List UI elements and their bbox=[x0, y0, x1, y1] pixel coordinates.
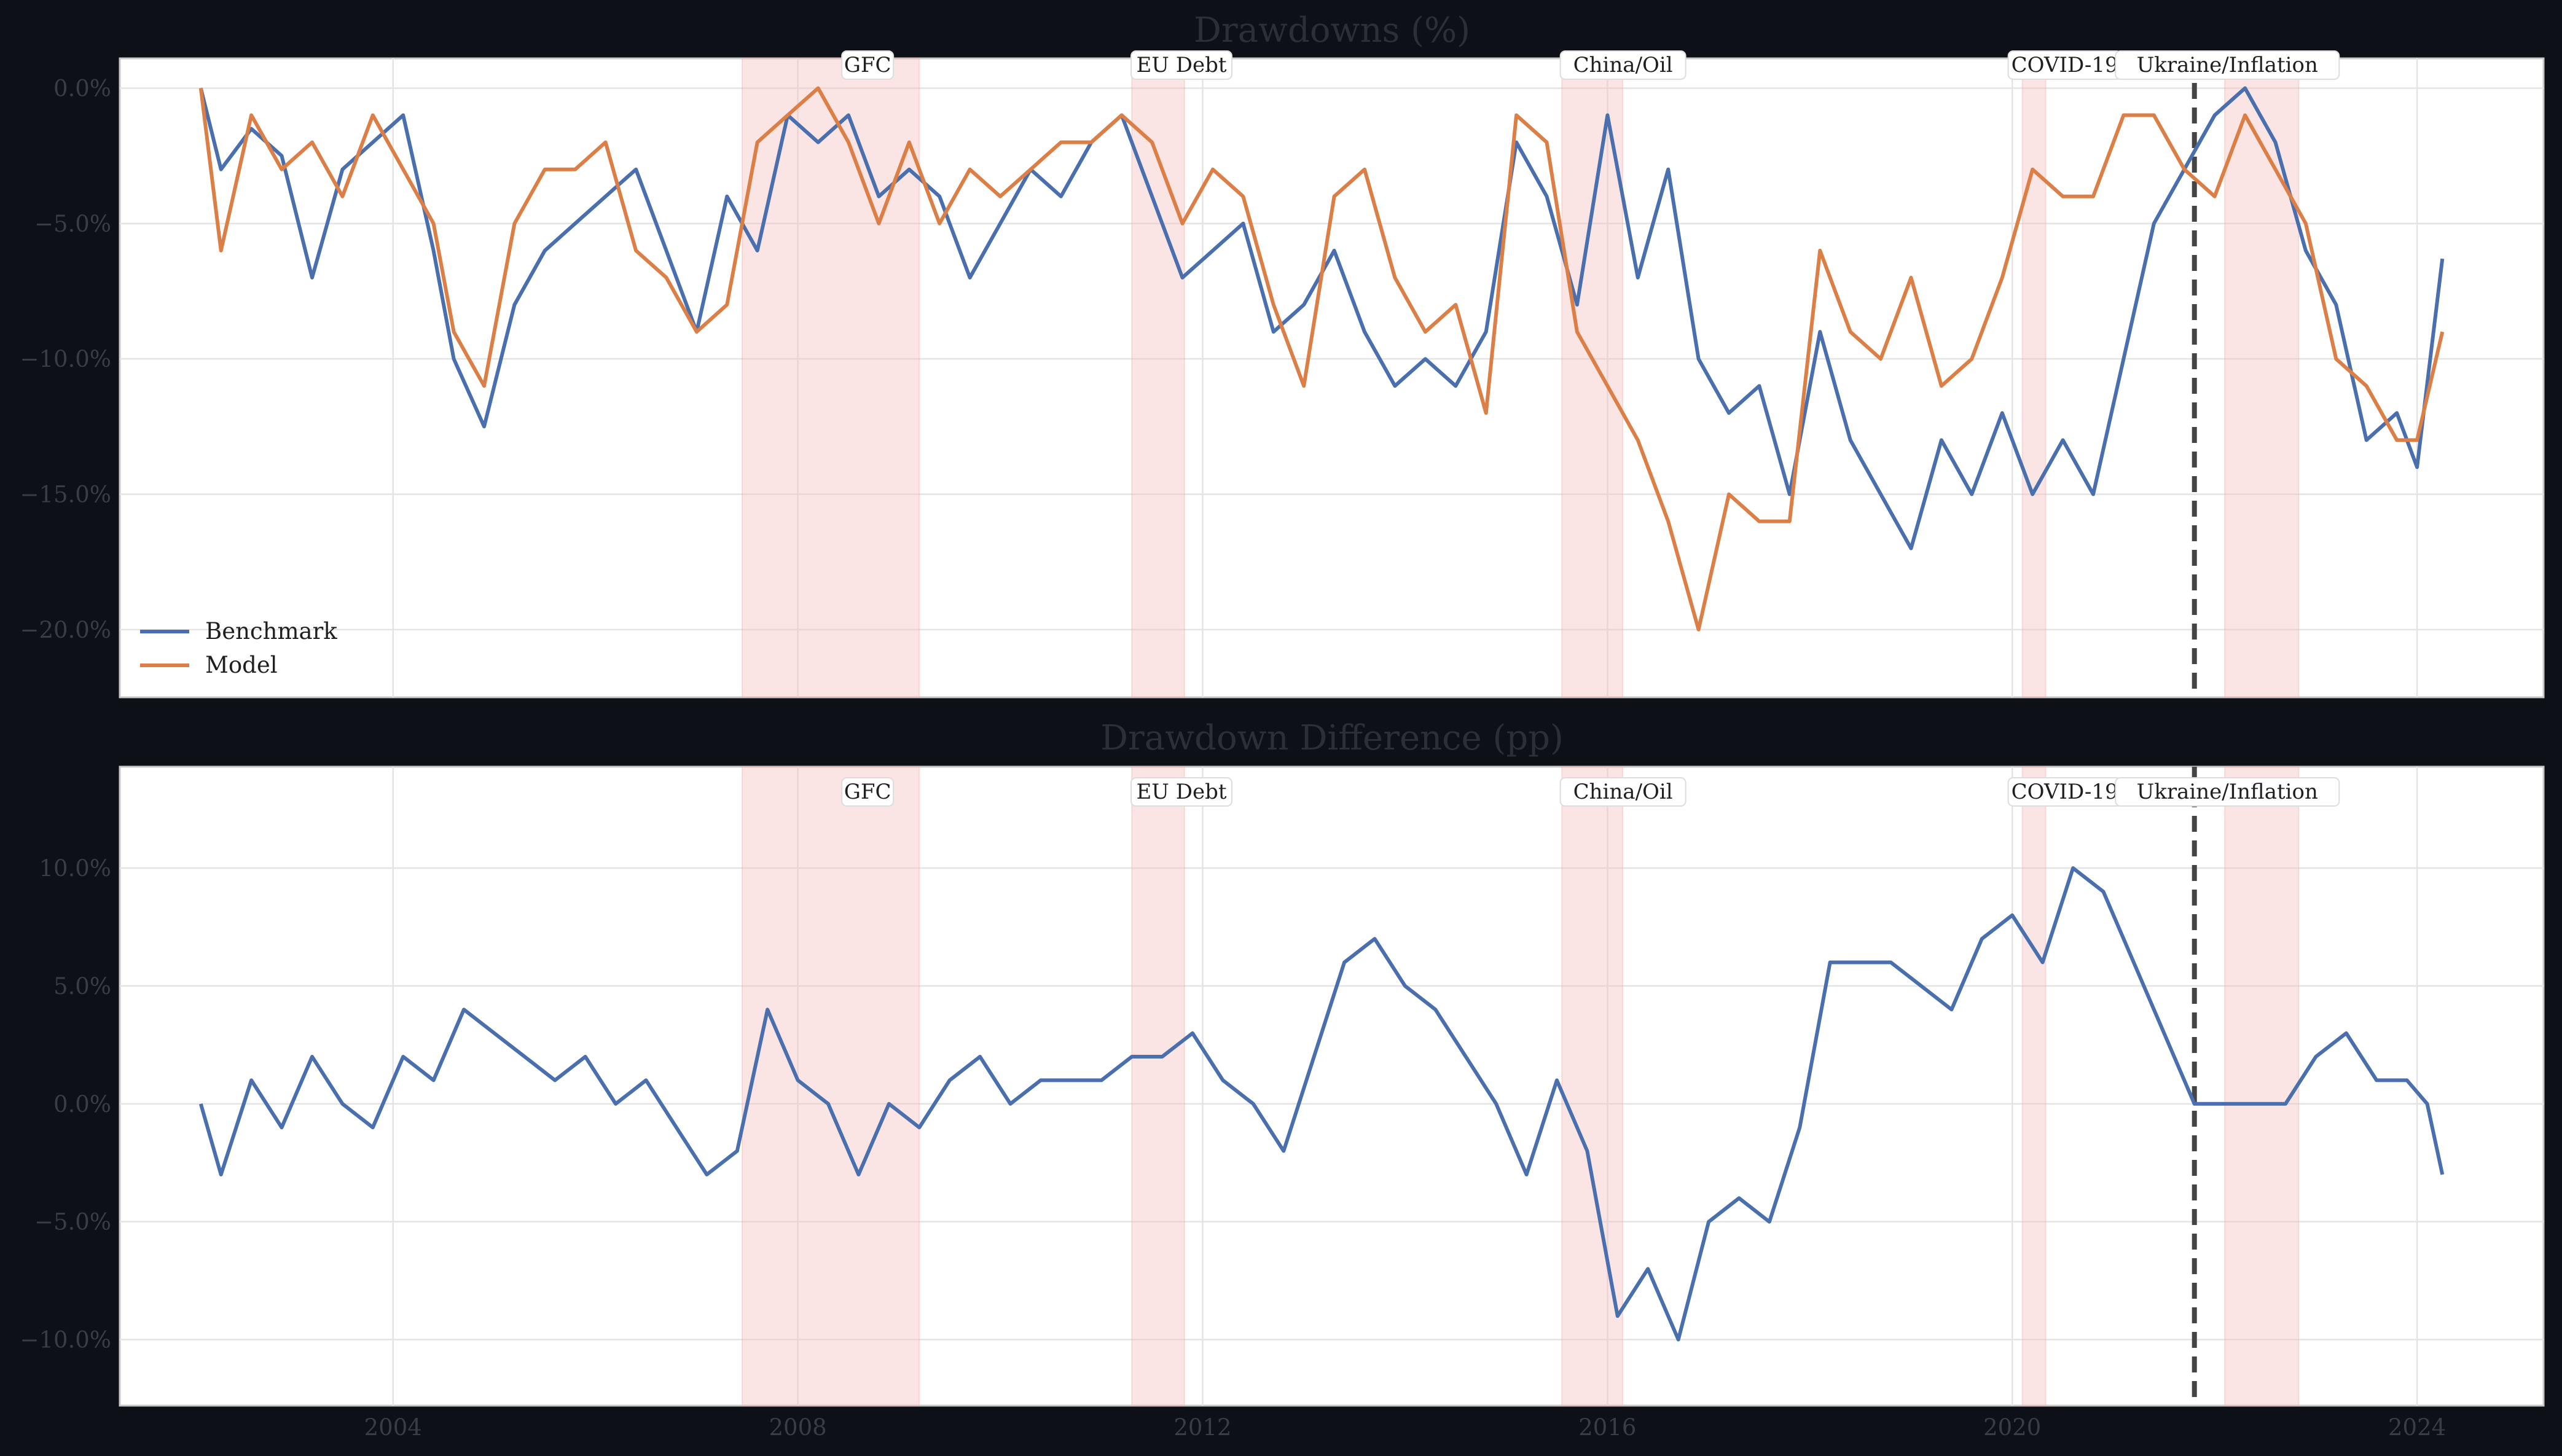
y-tick-label: −10.0% bbox=[20, 346, 111, 372]
y-tick-label: 0.0% bbox=[53, 75, 111, 101]
y-tick-label: −15.0% bbox=[20, 481, 111, 507]
drawdowns-plot-area bbox=[119, 57, 2545, 699]
drawdowns-panel: Drawdowns (%) GFC EU Debt China/Oil COVID-1… bbox=[20, 10, 2545, 699]
difference-plot-area bbox=[119, 765, 2545, 1407]
event-label: Ukraine/Inflation bbox=[2137, 780, 2318, 804]
event-label: China/Oil bbox=[1573, 780, 1673, 804]
event-label: COVID-19 bbox=[2012, 53, 2118, 77]
legend-benchmark-label: Benchmark bbox=[205, 618, 337, 644]
benchmark-series-line bbox=[198, 86, 2445, 550]
event-shade bbox=[742, 766, 920, 1406]
y-tick-label: −20.0% bbox=[20, 617, 111, 643]
event-shade bbox=[1561, 766, 1624, 1406]
event-label-box bbox=[841, 50, 895, 80]
event-label: China/Oil bbox=[1573, 53, 1673, 77]
x-tick-label: 2008 bbox=[769, 1414, 827, 1441]
x-tick-label: 2012 bbox=[1173, 1414, 1231, 1441]
event-label-box bbox=[841, 777, 895, 807]
event-shade bbox=[2224, 58, 2300, 698]
difference-panel: Drawdown Difference (pp) GFC EU Debt China… bbox=[20, 718, 2545, 1441]
difference-title: Drawdown Difference (pp) bbox=[1100, 718, 1564, 758]
event-label-box bbox=[1559, 777, 1686, 807]
event-label-box bbox=[2115, 50, 2340, 80]
difference-series-line bbox=[198, 866, 2445, 1342]
x-tick-label: 2004 bbox=[364, 1414, 422, 1441]
legend: Benchmark Model bbox=[140, 618, 337, 678]
event-label: GFC bbox=[844, 780, 891, 804]
event-shade bbox=[2224, 766, 2300, 1406]
y-tick-label: −10.0% bbox=[20, 1327, 111, 1353]
event-shade bbox=[742, 58, 920, 698]
event-label-box bbox=[1559, 50, 1686, 80]
x-tick-label: 2016 bbox=[1578, 1414, 1636, 1441]
event-label-box bbox=[1130, 50, 1233, 80]
event-label: EU Debt bbox=[1136, 780, 1226, 804]
x-tick-label: 2020 bbox=[1983, 1414, 2041, 1441]
y-tick-label: 10.0% bbox=[39, 855, 111, 882]
event-shade bbox=[2021, 58, 2047, 698]
y-tick-label: 0.0% bbox=[53, 1091, 111, 1117]
y-tick-label: −5.0% bbox=[34, 1209, 111, 1235]
y-tick-label: 5.0% bbox=[53, 973, 111, 1000]
event-label-box bbox=[1130, 777, 1233, 807]
model-series-line bbox=[198, 86, 2445, 632]
y-tick-label: −5.0% bbox=[34, 211, 111, 237]
event-label: COVID-19 bbox=[2012, 780, 2118, 804]
event-shade bbox=[1131, 766, 1185, 1406]
event-label: Ukraine/Inflation bbox=[2137, 53, 2318, 77]
event-label-box bbox=[2115, 777, 2340, 807]
drawdowns-title: Drawdowns (%) bbox=[1194, 10, 1470, 50]
event-label: EU Debt bbox=[1136, 53, 1226, 77]
event-shade bbox=[1561, 58, 1624, 698]
legend-model-label: Model bbox=[205, 652, 278, 678]
x-tick-label: 2024 bbox=[2388, 1414, 2446, 1441]
event-label: GFC bbox=[844, 53, 891, 77]
event-shade bbox=[2021, 766, 2047, 1406]
